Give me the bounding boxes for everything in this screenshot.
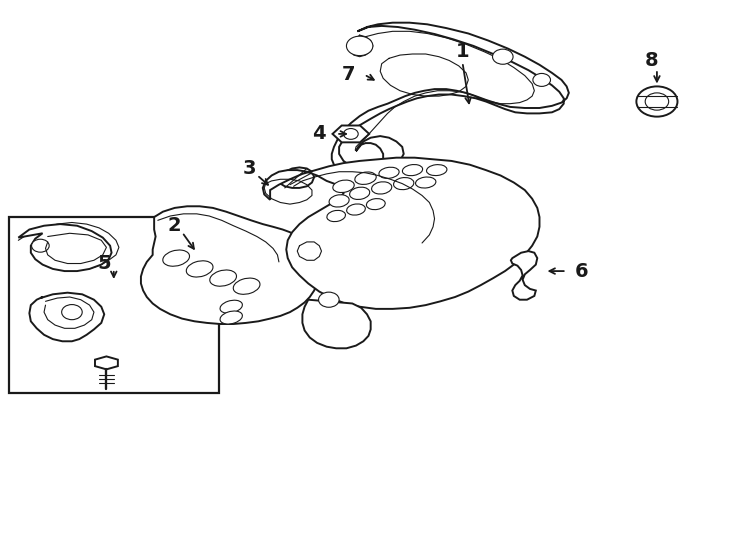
Ellipse shape bbox=[346, 204, 366, 215]
Text: 1: 1 bbox=[456, 42, 469, 61]
Bar bbox=[9, 217, 219, 393]
Text: 6: 6 bbox=[575, 261, 588, 281]
Polygon shape bbox=[302, 300, 371, 348]
Text: 5: 5 bbox=[98, 254, 111, 273]
Ellipse shape bbox=[393, 178, 414, 190]
Polygon shape bbox=[29, 293, 104, 341]
Text: 3: 3 bbox=[243, 159, 256, 178]
Ellipse shape bbox=[415, 177, 436, 188]
Ellipse shape bbox=[355, 172, 377, 185]
Ellipse shape bbox=[349, 187, 370, 199]
Circle shape bbox=[645, 93, 669, 110]
Polygon shape bbox=[275, 167, 314, 188]
Ellipse shape bbox=[220, 300, 242, 313]
Text: 8: 8 bbox=[645, 51, 658, 70]
Circle shape bbox=[62, 305, 82, 320]
Ellipse shape bbox=[329, 195, 349, 207]
Polygon shape bbox=[511, 251, 537, 300]
Polygon shape bbox=[332, 23, 569, 174]
Ellipse shape bbox=[163, 250, 189, 266]
Circle shape bbox=[636, 86, 677, 117]
Ellipse shape bbox=[220, 311, 242, 324]
Ellipse shape bbox=[371, 182, 392, 194]
Polygon shape bbox=[18, 224, 112, 271]
Circle shape bbox=[346, 36, 373, 56]
Polygon shape bbox=[263, 158, 539, 309]
Circle shape bbox=[344, 129, 358, 139]
Ellipse shape bbox=[327, 211, 346, 221]
Ellipse shape bbox=[426, 165, 447, 176]
Polygon shape bbox=[95, 356, 118, 369]
Polygon shape bbox=[333, 125, 369, 143]
Ellipse shape bbox=[366, 199, 385, 210]
Circle shape bbox=[533, 73, 550, 86]
Text: 4: 4 bbox=[313, 124, 326, 144]
Ellipse shape bbox=[402, 165, 423, 176]
Ellipse shape bbox=[210, 270, 236, 286]
Circle shape bbox=[319, 292, 339, 307]
Text: 7: 7 bbox=[342, 65, 355, 84]
Ellipse shape bbox=[333, 180, 355, 193]
Text: 2: 2 bbox=[168, 216, 181, 235]
Ellipse shape bbox=[233, 278, 260, 294]
Ellipse shape bbox=[379, 167, 399, 178]
Ellipse shape bbox=[186, 261, 213, 277]
Circle shape bbox=[493, 49, 513, 64]
Circle shape bbox=[32, 239, 49, 252]
Polygon shape bbox=[141, 206, 319, 324]
